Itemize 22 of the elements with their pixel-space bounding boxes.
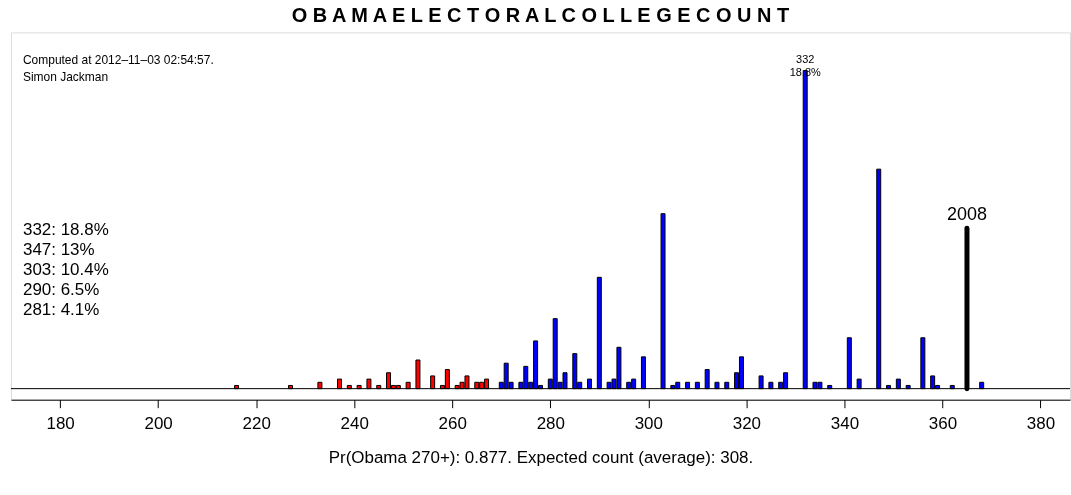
annotation: 2008 xyxy=(946,203,987,224)
text: Computed at 2012–11–03 02:54:57. xyxy=(22,53,214,68)
x-tick-label: 220 xyxy=(242,414,271,434)
x-tick-label: 200 xyxy=(144,414,173,434)
annotation: 332: 18.8% xyxy=(22,220,109,239)
annotation: 347: 13% xyxy=(22,239,95,259)
x-tick-label: 360 xyxy=(928,414,958,434)
x-tick-label: 280 xyxy=(536,414,565,434)
x-tick-label: 380 xyxy=(1026,414,1056,434)
annotation: 303: 10.4% xyxy=(22,259,109,279)
annotation: 290: 6.5% xyxy=(22,279,100,299)
annotation: 332 18.8% xyxy=(789,52,821,78)
x-tick-label: 320 xyxy=(732,414,762,434)
x-tick-label: 180 xyxy=(46,414,75,434)
chart-title: O B A M A E L E C T O R A L C O L L E G E C O U N T xyxy=(291,4,790,27)
x-tick-label: 340 xyxy=(830,414,860,434)
x-tick-label: 240 xyxy=(340,414,369,434)
x-tick-label: 300 xyxy=(634,414,663,434)
x-axis-title: Pr(Obama 270+): 0.877. Expected count (average): 308. xyxy=(328,448,754,468)
annotation: Simon Jackman xyxy=(22,70,109,85)
annotation: 281: 4.1% xyxy=(22,299,100,319)
x-tick-label: 260 xyxy=(438,414,467,434)
